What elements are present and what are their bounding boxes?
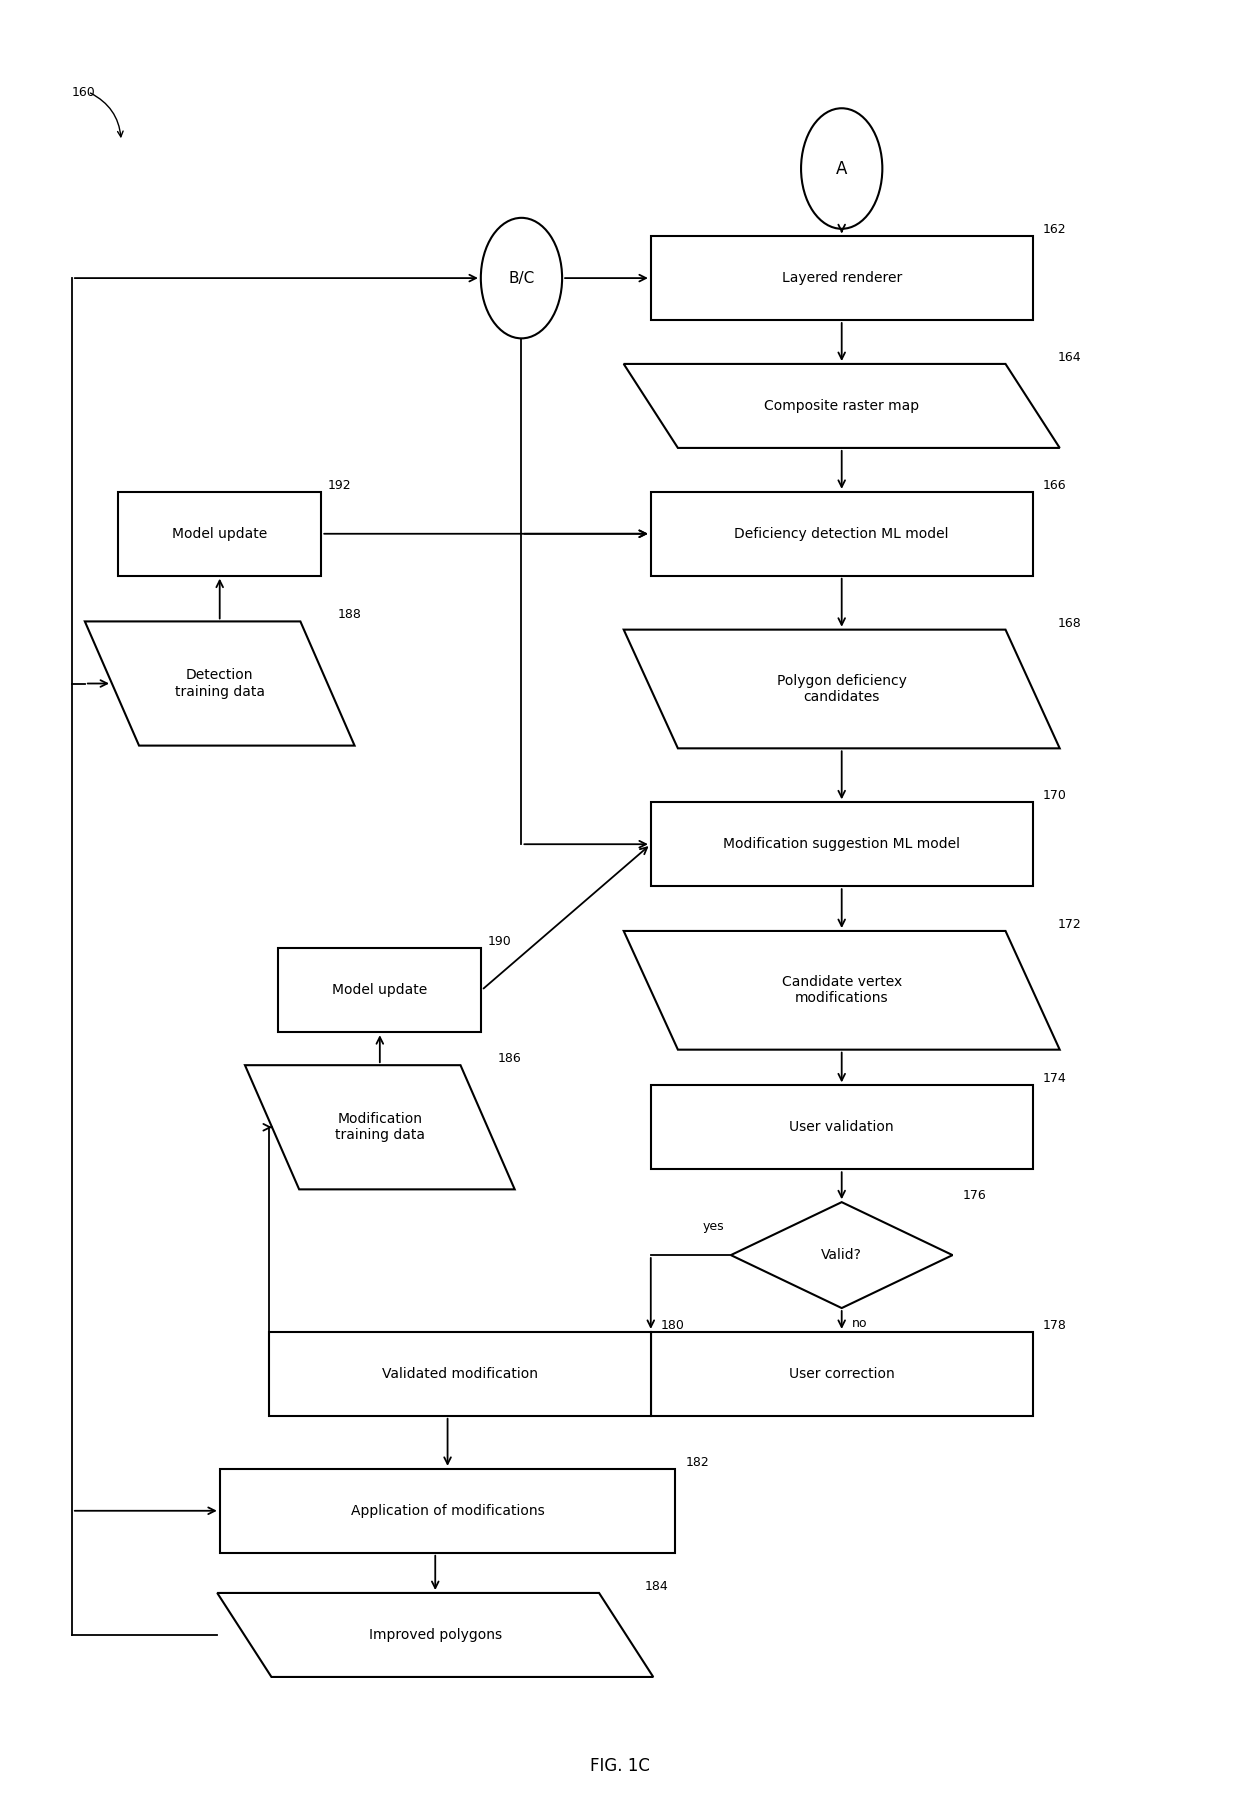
Text: Layered renderer: Layered renderer [781, 271, 901, 286]
FancyBboxPatch shape [651, 1332, 1033, 1415]
Text: Model update: Model update [172, 527, 268, 541]
Polygon shape [246, 1064, 515, 1188]
FancyBboxPatch shape [651, 236, 1033, 320]
Text: 164: 164 [1058, 351, 1081, 363]
Text: 166: 166 [1043, 478, 1066, 493]
Text: Polygon deficiency
candidates: Polygon deficiency candidates [776, 674, 906, 705]
FancyBboxPatch shape [651, 1086, 1033, 1169]
Polygon shape [624, 629, 1060, 748]
Text: Deficiency detection ML model: Deficiency detection ML model [734, 527, 949, 541]
Circle shape [801, 108, 883, 228]
FancyBboxPatch shape [651, 493, 1033, 575]
Text: Modification
training data: Modification training data [335, 1113, 425, 1142]
FancyBboxPatch shape [219, 1469, 676, 1553]
Text: Model update: Model update [332, 984, 428, 998]
Circle shape [481, 218, 562, 338]
Polygon shape [730, 1203, 952, 1309]
Text: Modification suggestion ML model: Modification suggestion ML model [723, 838, 960, 850]
Polygon shape [84, 622, 355, 746]
Text: 170: 170 [1043, 789, 1066, 802]
FancyBboxPatch shape [651, 802, 1033, 886]
Text: FIG. 1C: FIG. 1C [590, 1757, 650, 1775]
Text: 176: 176 [962, 1188, 986, 1203]
Polygon shape [217, 1593, 653, 1678]
Polygon shape [624, 363, 1060, 448]
Text: Validated modification: Validated modification [382, 1366, 538, 1381]
FancyBboxPatch shape [118, 493, 321, 575]
Text: 188: 188 [337, 608, 361, 622]
Text: 180: 180 [661, 1318, 684, 1332]
Text: 182: 182 [686, 1456, 709, 1469]
Text: User validation: User validation [790, 1120, 894, 1135]
Text: 168: 168 [1058, 617, 1081, 629]
Text: 186: 186 [497, 1052, 521, 1064]
Text: User correction: User correction [789, 1366, 894, 1381]
Text: Detection
training data: Detection training data [175, 669, 264, 699]
Text: Composite raster map: Composite raster map [764, 399, 919, 414]
Polygon shape [624, 931, 1060, 1050]
Text: Valid?: Valid? [821, 1248, 862, 1262]
Text: A: A [836, 160, 847, 178]
FancyBboxPatch shape [278, 948, 481, 1032]
Text: 172: 172 [1058, 919, 1081, 931]
Text: 190: 190 [487, 935, 511, 948]
Text: yes: yes [703, 1221, 724, 1233]
Text: Candidate vertex
modifications: Candidate vertex modifications [781, 975, 901, 1005]
Text: 162: 162 [1043, 223, 1066, 236]
Text: Application of modifications: Application of modifications [351, 1503, 544, 1518]
Text: B/C: B/C [508, 270, 534, 286]
Text: Improved polygons: Improved polygons [368, 1627, 502, 1642]
Text: 192: 192 [327, 478, 351, 493]
Text: 178: 178 [1043, 1318, 1066, 1332]
Text: 174: 174 [1043, 1072, 1066, 1086]
FancyBboxPatch shape [269, 1332, 651, 1415]
Text: 184: 184 [645, 1580, 668, 1593]
Text: no: no [852, 1318, 867, 1331]
Text: 160: 160 [72, 86, 95, 99]
